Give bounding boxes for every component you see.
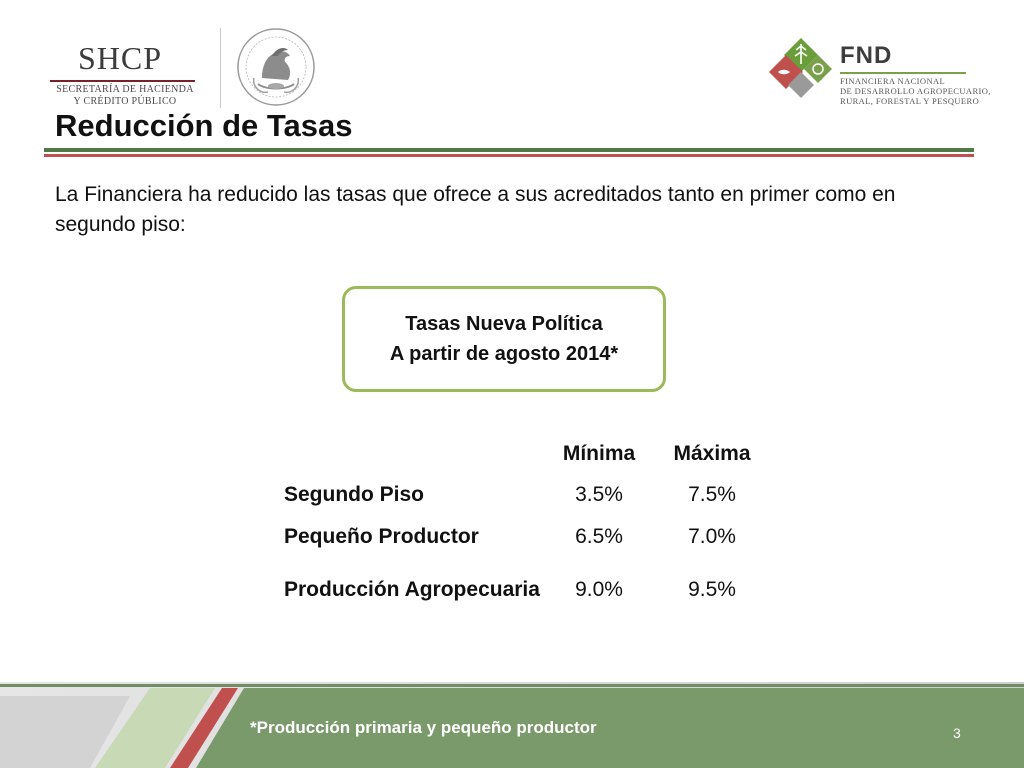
shcp-logo-rule: [50, 80, 195, 82]
fnd-logo-line1: FINANCIERA NACIONAL: [840, 76, 946, 86]
rates-table: Mínima Máxima Segundo Piso 3.5% 7.5% Peq…: [278, 434, 768, 622]
policy-callout-box: Tasas Nueva Política A partir de agosto …: [342, 286, 666, 392]
fnd-logo-name: FND: [840, 42, 893, 69]
table-header-empty: [278, 434, 542, 474]
row-min: 9.0%: [575, 578, 623, 601]
row-max: 7.5%: [688, 483, 736, 506]
row-label: Segundo Piso: [284, 483, 425, 506]
footnote: *Producción primaria y pequeño productor: [250, 718, 597, 737]
row-min: 3.5%: [575, 483, 623, 506]
shcp-logo-name: SHCP: [78, 40, 163, 76]
fnd-emblem-icon: [769, 38, 832, 98]
fnd-logo-rule: [840, 72, 966, 74]
fnd-logo-line2: DE DESARROLLO AGROPECUARIO,: [840, 86, 991, 96]
title-rule-red: [44, 154, 974, 157]
footer-band: [0, 682, 1024, 768]
slide-number: 3: [953, 725, 961, 741]
row-max: 9.5%: [688, 578, 736, 601]
national-seal-icon: [237, 28, 315, 106]
table-header-row: Mínima Máxima: [278, 434, 768, 474]
callout-line2: A partir de agosto 2014*: [389, 343, 619, 365]
row-max: 7.0%: [688, 525, 736, 548]
page-title: Reducción de Tasas: [55, 108, 353, 143]
callout-line1: Tasas Nueva Política: [405, 313, 603, 335]
fnd-logo-line3: RURAL, FORESTAL Y PESQUERO: [840, 96, 980, 106]
table-header-minima: Mínima: [562, 442, 636, 465]
logo-divider: [220, 28, 221, 108]
fnd-logo: FND FINANCIERA NACIONAL DE DESARROLLO AG…: [768, 36, 990, 106]
table-row: Pequeño Productor 6.5% 7.0%: [278, 516, 768, 558]
shcp-logo: SHCP SECRETARÍA DE HACIENDA Y CRÉDITO PÚ…: [50, 40, 200, 108]
table-header-maxima: Máxima: [673, 442, 751, 465]
intro-paragraph: La Financiera ha reducido las tasas que …: [55, 183, 896, 236]
table-row: Segundo Piso 3.5% 7.5%: [278, 474, 768, 516]
shcp-logo-line2: Y CRÉDITO PÚBLICO: [73, 96, 177, 107]
row-label: Pequeño Productor: [284, 525, 479, 548]
shcp-logo-line1: SECRETARÍA DE HACIENDA: [56, 84, 194, 95]
table-row: Producción Agropecuaria 9.0% 9.5%: [278, 558, 768, 622]
title-rule-green: [44, 148, 974, 152]
row-label: Producción Agropecuaria: [284, 578, 540, 601]
row-min: 6.5%: [575, 525, 623, 548]
